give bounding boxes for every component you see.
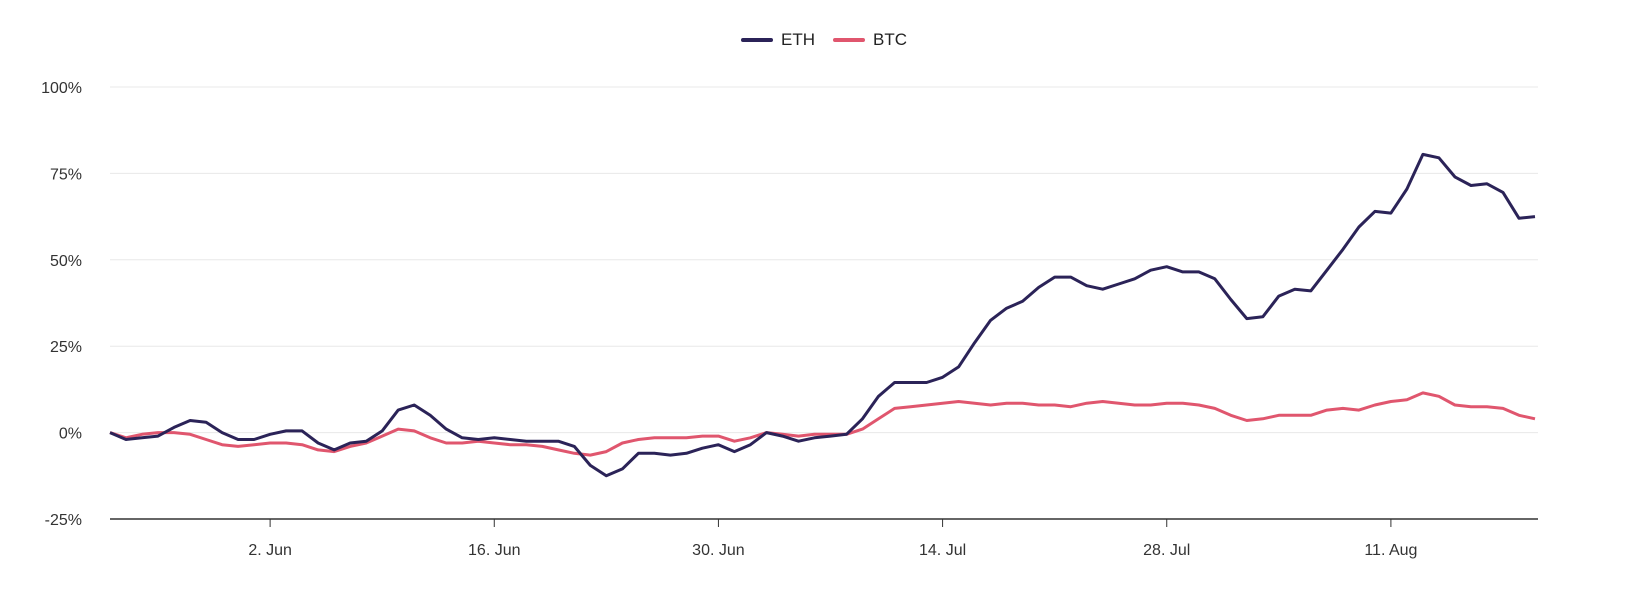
legend-item-eth[interactable]: ETH	[741, 30, 815, 50]
legend-label-eth: ETH	[781, 30, 815, 49]
x-tick-label: 11. Aug	[1364, 542, 1417, 559]
legend-item-btc[interactable]: BTC	[833, 30, 907, 50]
y-tick-label: 100%	[41, 80, 82, 97]
legend: ETH BTC	[0, 30, 1648, 50]
x-tick-label: 16. Jun	[468, 542, 520, 559]
series-line-btc	[109, 391, 1536, 457]
x-tick-label: 30. Jun	[692, 542, 744, 559]
y-tick-label: 75%	[50, 166, 82, 183]
legend-swatch-btc	[833, 38, 865, 42]
legend-swatch-eth	[741, 38, 773, 42]
series-line-eth	[109, 152, 1536, 478]
legend-label-btc: BTC	[873, 30, 907, 49]
y-tick-label: 25%	[50, 339, 82, 356]
y-tick-label: 50%	[50, 253, 82, 270]
x-tick-label: 2. Jun	[248, 542, 292, 559]
x-tick-label: 28. Jul	[1143, 542, 1190, 559]
y-tick-label: 0%	[59, 426, 82, 443]
x-tick-label: 14. Jul	[919, 542, 966, 559]
y-tick-label: -25%	[45, 512, 82, 529]
